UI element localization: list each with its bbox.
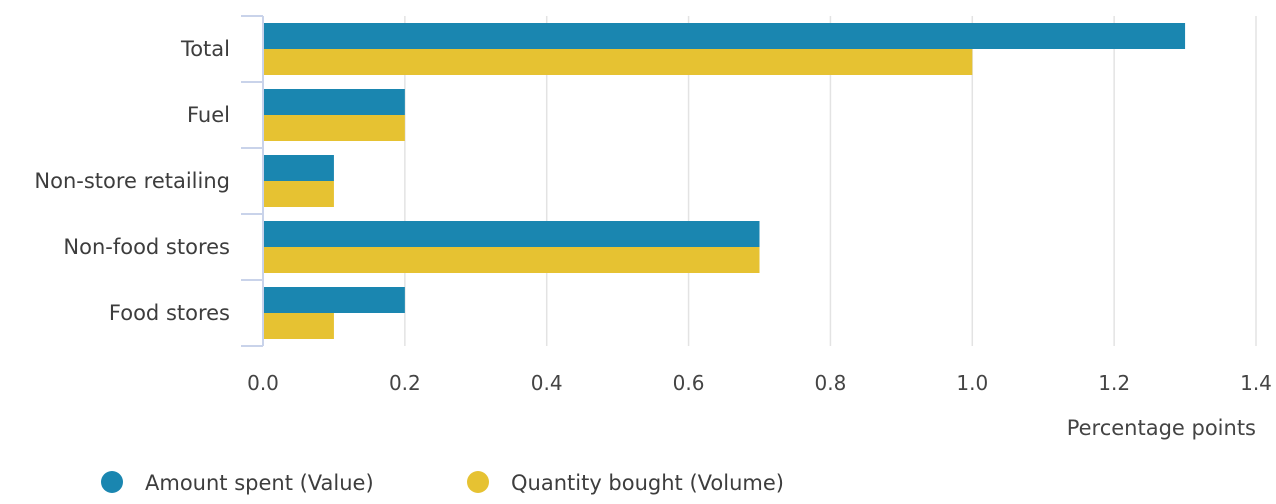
bar-quantity-bought <box>263 115 405 141</box>
bar-quantity-bought <box>263 247 760 273</box>
legend-label: Quantity bought (Volume) <box>511 471 784 495</box>
category-label: Non-food stores <box>63 235 230 259</box>
x-tick-label: 1.4 <box>1240 371 1272 395</box>
category-label: Non-store retailing <box>34 169 230 193</box>
legend: Amount spent (Value) Quantity bought (Vol… <box>101 471 784 495</box>
x-tick-label: 0.0 <box>247 371 279 395</box>
x-tick-label: 0.4 <box>531 371 563 395</box>
y-axis <box>241 15 264 347</box>
category-label: Fuel <box>187 103 230 127</box>
bar-amount-spent <box>263 23 1186 49</box>
x-tick-label: 0.2 <box>389 371 421 395</box>
bar-amount-spent <box>263 89 405 115</box>
x-tick-label: 1.0 <box>956 371 988 395</box>
x-tick-label: 0.8 <box>815 371 847 395</box>
x-tick-label: 1.2 <box>1098 371 1130 395</box>
legend-swatch <box>101 471 123 493</box>
legend-label: Amount spent (Value) <box>145 471 374 495</box>
bar-amount-spent <box>263 155 334 181</box>
category-label: Food stores <box>109 301 230 325</box>
bar-amount-spent <box>263 287 405 313</box>
bar-quantity-bought <box>263 313 334 339</box>
bar-quantity-bought <box>263 49 973 75</box>
x-tick-labels: 0.0 0.2 0.4 0.6 0.8 1.0 1.2 1.4 <box>247 371 1272 395</box>
bars <box>263 23 1186 339</box>
category-labels: Total Fuel Non-store retailing Non-food sto… <box>34 37 230 325</box>
x-tick-label: 0.6 <box>673 371 705 395</box>
x-axis-title: Percentage points <box>1067 416 1256 440</box>
legend-swatch <box>467 471 489 493</box>
category-label: Total <box>180 37 230 61</box>
bar-amount-spent <box>263 221 760 247</box>
bar-quantity-bought <box>263 181 334 207</box>
